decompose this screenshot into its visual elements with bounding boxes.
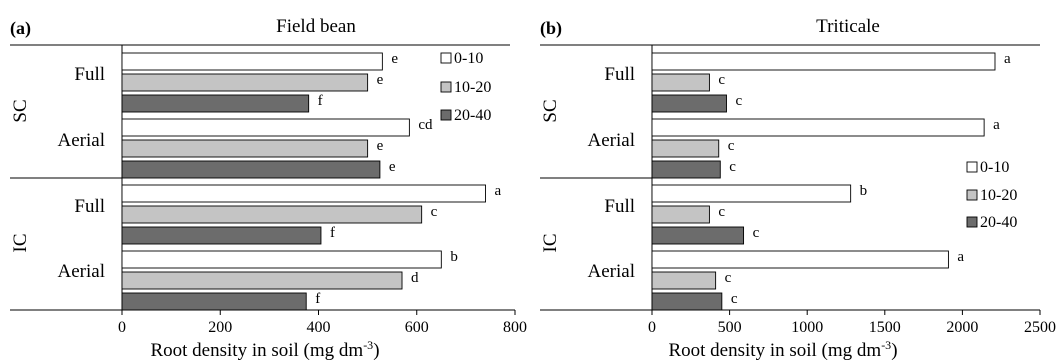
bar-10-20 [121,271,403,290]
group-label: Aerial [588,261,635,282]
significance-letter: c [431,204,438,220]
legend-label: 20-40 [454,107,491,124]
x-tick-label: 500 [718,319,742,336]
x-axis-label-superscript: -3 [363,338,373,352]
x-tick-label: 0 [648,319,656,336]
bar-20-40 [651,94,727,113]
significance-letter: c [718,204,725,220]
significance-letter: f [318,93,323,109]
legend-label: 0-10 [980,159,1009,176]
bar-0-10 [121,118,410,137]
x-axis-label: Root density in soil (mg dm-3) [150,338,379,360]
x-tick-label: 2500 [1024,319,1056,336]
significance-letter: a [495,183,502,199]
bar-0-10 [121,250,442,269]
significance-letter: b [450,249,458,265]
bar-20-40 [121,226,322,245]
bar-0-10 [651,250,949,269]
system-label: SC [540,99,561,122]
significance-letter: e [391,51,398,67]
panel-b: (b) Triticale 0 500 1000 1500 2000 2500 Root den… [540,16,1056,360]
significance-letter: c [725,270,732,286]
system-label: SC [10,99,31,122]
legend-label: 20-40 [980,214,1017,231]
significance-letter: a [993,117,1000,133]
legend-swatch [440,81,452,93]
significance-letter: e [377,72,384,88]
x-tick-label: 2000 [946,319,978,336]
significance-letter: cd [418,117,433,133]
bar-10-20 [121,73,369,92]
x-axis-label-close: ) [891,340,897,360]
significance-letter: a [1004,51,1011,67]
bar-10-20 [651,271,717,290]
bar-0-10 [651,52,996,71]
system-label: IC [540,234,561,253]
panel-label: (a) [10,18,31,39]
x-axis-label: Root density in soil (mg dm-3) [668,338,897,360]
bar-0-10 [121,52,383,71]
significance-letter: c [729,159,736,175]
legend-label: 0-10 [454,50,483,67]
bar-10-20 [121,139,369,158]
x-tick-label: 800 [503,319,527,336]
bar-0-10 [651,184,852,203]
significance-letter: e [389,159,396,175]
significance-letter: c [731,291,738,307]
legend-swatch [966,216,978,228]
significance-letter: c [718,72,725,88]
legend-swatch [440,52,452,64]
group-label: Full [604,196,635,217]
significance-letter: f [330,225,335,241]
bar-20-40 [121,94,310,113]
panel-label: (b) [540,18,562,39]
group-label: Full [74,64,105,85]
bar-20-40 [651,292,723,311]
bar-10-20 [651,205,710,224]
chart-title: Triticale [816,16,880,37]
x-axis-label-text: Root density in soil (mg dm [150,340,363,360]
legend-label: 10-20 [454,79,491,96]
x-axis-label-close: ) [373,340,379,360]
significance-letter: e [377,138,384,154]
bar-0-10 [651,118,985,137]
legend-label: 10-20 [980,187,1017,204]
legend-swatch [440,109,452,121]
group-label: Aerial [58,130,105,151]
bar-20-40 [121,160,381,179]
group-label: Aerial [588,130,635,151]
x-tick-label: 400 [307,319,331,336]
group-label: Full [604,64,635,85]
significance-letter: c [753,225,760,241]
bar-20-40 [121,292,307,311]
significance-letter: c [728,138,735,154]
bar-10-20 [651,73,710,92]
x-axis-label-superscript: -3 [881,338,891,352]
group-label: Full [74,196,105,217]
chart-title: Field bean [276,16,356,37]
bar-20-40 [651,160,721,179]
x-tick-label: 0 [118,319,126,336]
panel-a: (a) Field bean 0 200 400 600 800 Root density i… [10,16,527,360]
x-tick-label: 1500 [869,319,901,336]
legend-swatch [966,189,978,201]
bar-0-10 [121,184,486,203]
significance-letter: a [957,249,964,265]
bar-10-20 [121,205,423,224]
significance-letter: d [411,270,419,286]
x-tick-label: 600 [405,319,429,336]
x-tick-label: 1000 [791,319,823,336]
system-label: IC [10,234,31,253]
significance-letter: c [735,93,742,109]
x-tick-label: 200 [208,319,232,336]
significance-letter: b [860,183,868,199]
bar-10-20 [651,139,720,158]
group-label: Aerial [58,261,105,282]
x-axis-label-text: Root density in soil (mg dm [668,340,881,360]
legend-swatch [966,161,978,173]
bar-20-40 [651,226,745,245]
significance-letter: f [315,291,320,307]
